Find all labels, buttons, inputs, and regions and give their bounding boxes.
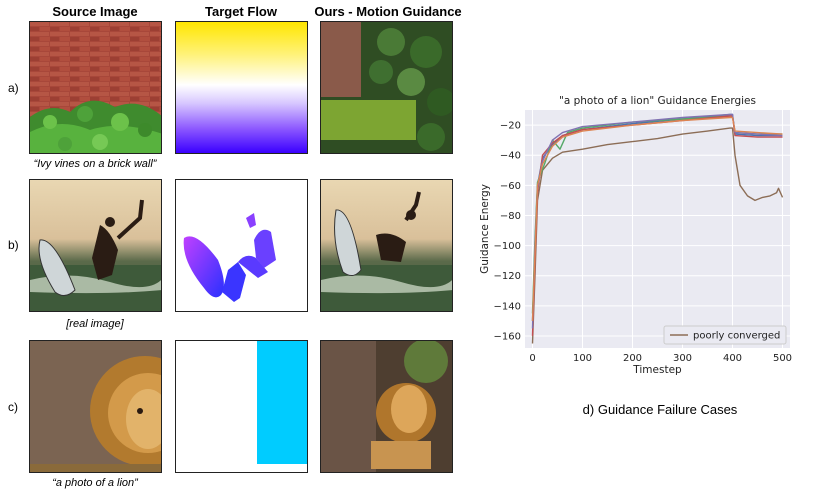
x-axis-label: Timestep bbox=[632, 364, 682, 376]
guidance-energy-chart: 0 100 200 300 400 500 −20 −40 −60 −80 −100 −120 −140… bbox=[479, 95, 792, 376]
row-label-c: c) bbox=[8, 400, 18, 414]
series-line-6 bbox=[531, 116, 783, 321]
caption-row-b: [real image] bbox=[66, 318, 124, 330]
y-tick-label: −20 bbox=[500, 121, 521, 132]
x-tick-label: 400 bbox=[723, 353, 742, 364]
series-line-1 bbox=[531, 127, 784, 344]
y-tick-label: −40 bbox=[500, 151, 521, 162]
target-flow-right-shift bbox=[175, 340, 308, 473]
legend-label: poorly converged bbox=[693, 331, 780, 342]
source-image-ivy-wall bbox=[29, 21, 162, 154]
y-tick-label: −160 bbox=[494, 331, 521, 342]
x-tick-label: 0 bbox=[529, 353, 535, 364]
source-image-lion bbox=[29, 340, 162, 473]
column-header-source: Source Image bbox=[52, 4, 138, 19]
plot-background bbox=[525, 110, 790, 348]
result-image-ivy-wall bbox=[320, 21, 453, 154]
x-tick-label: 300 bbox=[673, 353, 692, 364]
result-image-lion bbox=[320, 340, 453, 473]
row-label-b: b) bbox=[8, 238, 19, 252]
y-axis-label: Guidance Energy bbox=[479, 184, 491, 274]
x-tick-label: 100 bbox=[573, 353, 592, 364]
caption-row-c: “a photo of a lion” bbox=[52, 477, 138, 489]
caption-row-a: “Ivy vines on a brick wall” bbox=[33, 158, 157, 170]
y-tick-label: −60 bbox=[500, 181, 521, 192]
column-header-target-flow: Target Flow bbox=[205, 4, 277, 19]
y-tick-label: −100 bbox=[494, 241, 521, 252]
y-tick-label: −120 bbox=[494, 271, 521, 282]
flow-region bbox=[257, 341, 307, 464]
target-flow-surfer-mask bbox=[175, 179, 308, 312]
chart-title: "a photo of a lion" Guidance Energies bbox=[559, 95, 756, 107]
y-tick-label: −140 bbox=[494, 301, 521, 312]
column-header-ours: Ours - Motion Guidance bbox=[314, 4, 462, 19]
y-tick-label: −80 bbox=[500, 211, 521, 222]
legend-box bbox=[663, 325, 787, 345]
target-flow-gradient bbox=[175, 21, 308, 154]
figure-caption: d) Guidance Failure Cases bbox=[582, 402, 738, 417]
x-tick-label: 200 bbox=[623, 353, 642, 364]
x-tick-label: 500 bbox=[773, 353, 792, 364]
result-image-surfer bbox=[320, 179, 453, 312]
source-image-surfer bbox=[29, 179, 162, 312]
row-label-a: a) bbox=[8, 81, 19, 95]
